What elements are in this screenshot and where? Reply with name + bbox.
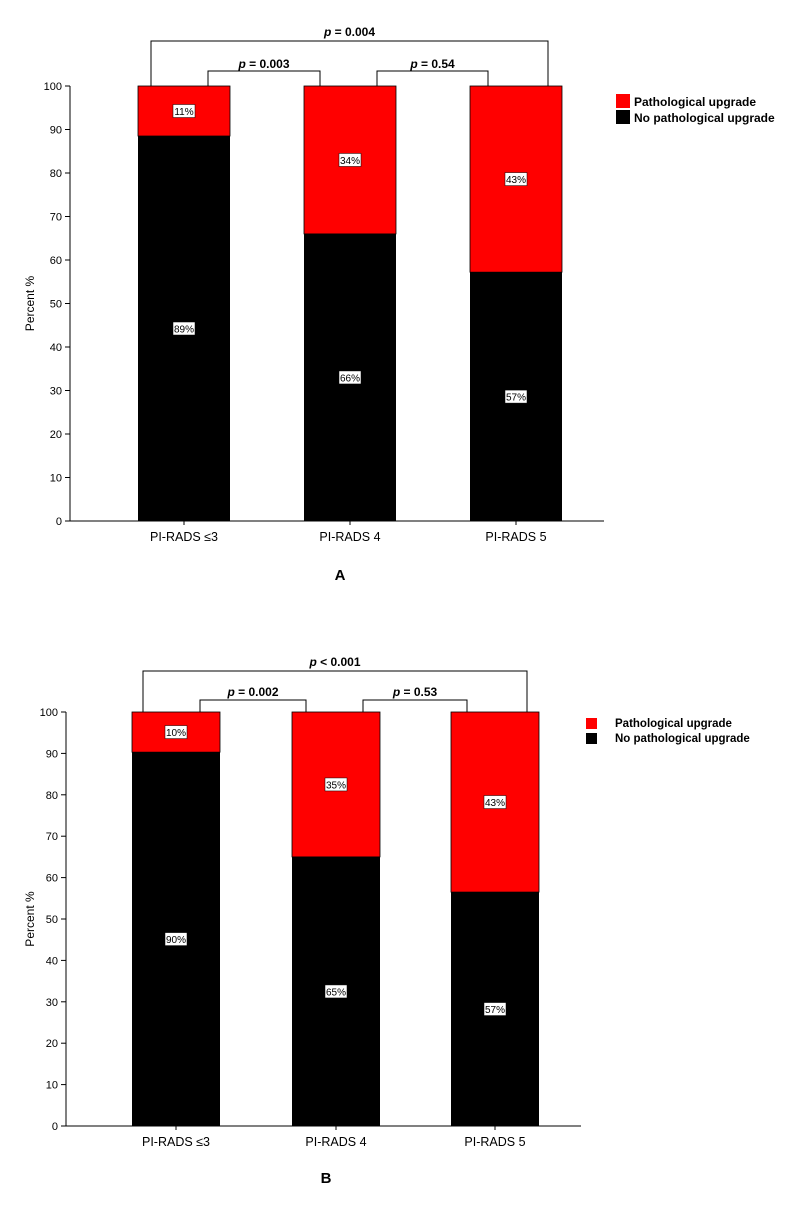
data-label: 10% — [166, 728, 186, 739]
panel-label: A — [335, 567, 346, 584]
y-tick-label: 100 — [44, 81, 62, 93]
legend-label: No pathological upgrade — [634, 111, 775, 125]
data-label: 57% — [485, 1005, 505, 1016]
y-tick-label: 70 — [50, 212, 62, 224]
y-tick-label: 0 — [56, 516, 62, 528]
p-value-label: p = 0.54 — [409, 57, 455, 71]
data-label-box — [338, 153, 362, 167]
data-label-box — [164, 725, 188, 739]
data-label: 34% — [340, 156, 360, 167]
p-value-label: p = 0.002 — [226, 685, 278, 699]
data-label-box — [172, 321, 196, 336]
x-tick-label: PI-RADS 5 — [485, 530, 546, 544]
significance-bracket — [142, 670, 528, 712]
p-value-label: p = 0.003 — [237, 57, 289, 71]
legend-label: No pathological upgrade — [615, 733, 750, 745]
x-tick-label: PI-RADS ≤3 — [142, 1135, 210, 1149]
data-label: 43% — [485, 798, 505, 809]
data-label: 35% — [326, 780, 346, 791]
y-tick-label: 100 — [40, 707, 58, 719]
legend-label: Pathological upgrade — [615, 718, 732, 730]
p-value-label: p < 0.001 — [308, 655, 360, 669]
data-label-box — [504, 172, 528, 186]
data-label-box — [483, 1002, 507, 1016]
data-label: 57% — [506, 393, 526, 404]
significance-bracket — [150, 40, 549, 86]
y-tick-label: 90 — [46, 748, 58, 760]
y-tick-label: 20 — [46, 1038, 58, 1050]
data-label-box — [324, 984, 348, 999]
y-tick-label: 50 — [46, 914, 58, 926]
legend-label: Pathological upgrade — [634, 95, 756, 109]
y-tick-label: 20 — [50, 429, 62, 441]
x-tick-label: PI-RADS 4 — [319, 530, 380, 544]
data-label: 89% — [174, 325, 194, 336]
legend-swatch — [616, 94, 630, 108]
chart-panel-A: 0 10 20 30 40 50 60 70 80 90 100 Percent % 89% 11% PI-… — [23, 25, 775, 584]
data-label: 11% — [174, 107, 193, 118]
y-tick-label: 50 — [50, 299, 62, 311]
data-label: 65% — [326, 987, 346, 998]
data-label-box — [164, 932, 188, 946]
y-tick-label: 60 — [46, 873, 58, 885]
y-tick-label: 80 — [46, 790, 58, 802]
data-label: 43% — [506, 175, 526, 186]
significance-bracket — [207, 70, 321, 86]
data-label: 90% — [166, 935, 186, 946]
data-label-box — [483, 795, 507, 809]
y-tick-label: 0 — [52, 1121, 58, 1133]
legend-swatch — [616, 110, 630, 124]
y-axis-title: Percent % — [23, 891, 37, 947]
x-tick-label: PI-RADS ≤3 — [150, 530, 218, 544]
y-tick-label: 30 — [50, 386, 62, 398]
y-tick-label: 80 — [50, 168, 62, 180]
y-tick-label: 40 — [46, 955, 58, 967]
y-tick-label: 10 — [50, 473, 62, 485]
data-label-box — [324, 777, 348, 792]
panel-label: B — [321, 1170, 332, 1187]
y-tick-label: 70 — [46, 831, 58, 843]
y-tick-label: 10 — [46, 1080, 58, 1092]
data-label-box — [172, 104, 196, 118]
y-tick-label: 30 — [46, 997, 58, 1009]
significance-bracket — [376, 70, 489, 86]
data-label-box — [338, 370, 362, 385]
x-tick-label: PI-RADS 4 — [305, 1135, 366, 1149]
y-tick-label: 90 — [50, 125, 62, 137]
x-tick-label: PI-RADS 5 — [464, 1135, 525, 1149]
y-tick-label: 60 — [50, 255, 62, 267]
y-tick-label: 40 — [50, 342, 62, 354]
y-axis-title: Percent % — [23, 275, 37, 331]
data-label: 66% — [340, 373, 360, 384]
legend-swatch — [586, 733, 597, 744]
significance-bracket — [362, 699, 468, 712]
data-label-box — [504, 389, 528, 404]
p-value-label: p = 0.53 — [392, 685, 438, 699]
p-value-label: p = 0.004 — [323, 25, 375, 39]
legend-swatch — [586, 718, 597, 729]
significance-bracket — [199, 699, 307, 712]
chart-panel-B: 0 10 20 30 40 50 60 70 80 90 100 Percent % 90% 10% PI-… — [23, 655, 750, 1187]
